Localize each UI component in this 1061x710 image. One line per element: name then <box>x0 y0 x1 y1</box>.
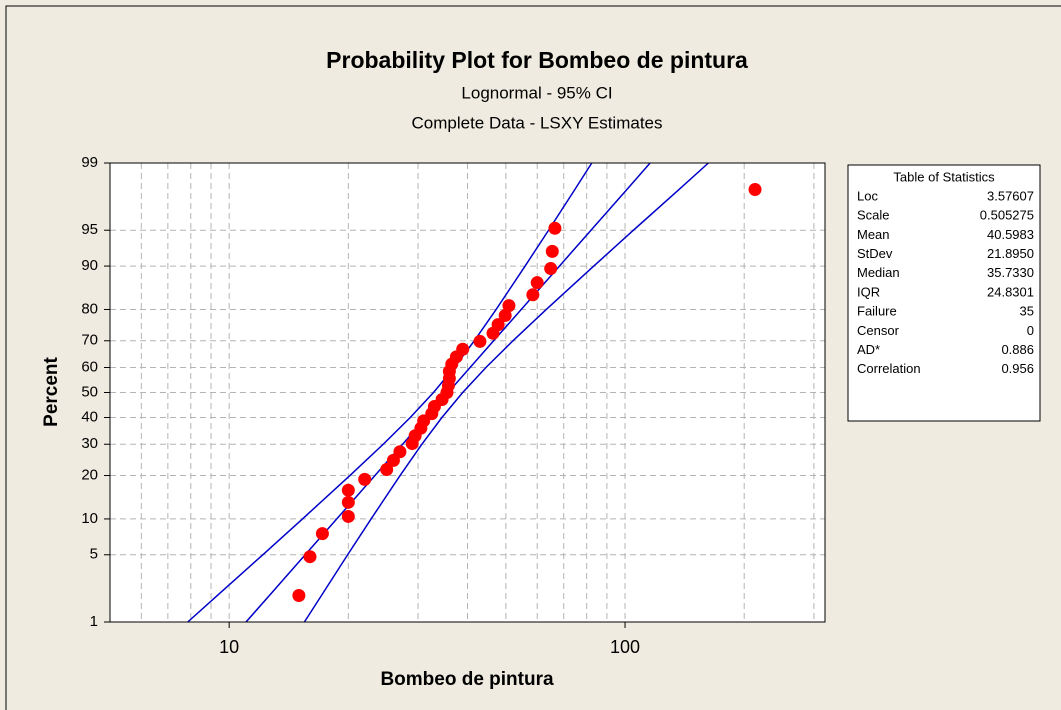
stats-value: 3.57607 <box>987 188 1034 203</box>
data-point <box>315 527 329 541</box>
data-point <box>526 288 540 302</box>
data-point <box>303 550 317 564</box>
stats-rows: Loc 3.57607 Scale 0.505275 Mean 40.5983 StDev 2… <box>857 188 1034 376</box>
data-point <box>530 276 544 290</box>
data-point <box>491 318 505 332</box>
data-point <box>358 472 372 486</box>
x-tick-label: 10 <box>219 637 239 657</box>
stats-label: Censor <box>857 323 900 338</box>
data-point <box>341 509 355 523</box>
ci-line <box>187 162 593 623</box>
marks <box>187 162 762 623</box>
stats-label: StDev <box>857 246 893 261</box>
data-point <box>292 589 306 603</box>
data-point <box>341 495 355 509</box>
stats-label: IQR <box>857 284 880 299</box>
y-tick-label: 5 <box>90 546 98 563</box>
y-axis-label: Percent <box>41 356 62 426</box>
y-tick-label: 95 <box>81 221 98 238</box>
stats-value: 35.7330 <box>987 265 1034 280</box>
x-tick-label: 100 <box>610 637 640 657</box>
stats-value: 0.956 <box>1001 361 1034 376</box>
stats-value: 0.886 <box>1001 342 1034 357</box>
data-point <box>548 221 562 235</box>
x-axis-label: Bombeo de pintura <box>380 669 554 690</box>
data-point <box>748 182 762 196</box>
stats-box <box>847 164 1041 422</box>
stats-label: Correlation <box>857 361 921 376</box>
data-point <box>502 299 516 313</box>
data-point <box>544 262 558 276</box>
y-tick-label: 60 <box>81 358 98 375</box>
chart-subtitle: Complete Data - LSXY Estimates <box>411 113 662 132</box>
y-tick-label: 50 <box>81 383 98 400</box>
stats-value: 35 <box>1020 304 1034 319</box>
stats-label: Failure <box>857 304 897 319</box>
stats-value: 24.8301 <box>987 284 1034 299</box>
ci-line <box>303 162 709 623</box>
data-point <box>341 483 355 497</box>
stats-label: Scale <box>857 208 890 223</box>
y-tick-label: 90 <box>81 257 98 274</box>
y-tick-label: 99 <box>81 154 98 171</box>
chart-subtitle: Lognormal - 95% CI <box>461 83 612 102</box>
data-point <box>545 244 559 258</box>
stats-label: AD* <box>857 342 880 357</box>
y-tick-label: 1 <box>90 613 98 630</box>
data-point <box>393 445 407 459</box>
y-tick-label: 80 <box>81 300 98 317</box>
y-tick-label: 30 <box>81 435 98 452</box>
data-point <box>456 342 470 356</box>
stats-value: 40.5983 <box>987 227 1034 242</box>
stats-label: Loc <box>857 188 878 203</box>
y-tick-label: 70 <box>81 332 98 349</box>
data-point <box>473 334 487 348</box>
chart-title: Probability Plot for Bombeo de pintura <box>326 47 748 73</box>
y-tick-label: 40 <box>81 408 98 425</box>
stats-value: 0.505275 <box>980 208 1034 223</box>
stats-label: Median <box>857 265 900 280</box>
y-tick-label: 20 <box>81 466 98 483</box>
y-tick-label: 10 <box>81 510 98 527</box>
stats-value: 0 <box>1027 323 1034 338</box>
stats-label: Mean <box>857 227 890 242</box>
stats-value: 21.8950 <box>987 246 1034 261</box>
stats-title: Table of Statistics <box>893 169 995 184</box>
data-point <box>380 463 394 477</box>
data-point <box>498 308 512 322</box>
plot-border <box>109 162 826 623</box>
